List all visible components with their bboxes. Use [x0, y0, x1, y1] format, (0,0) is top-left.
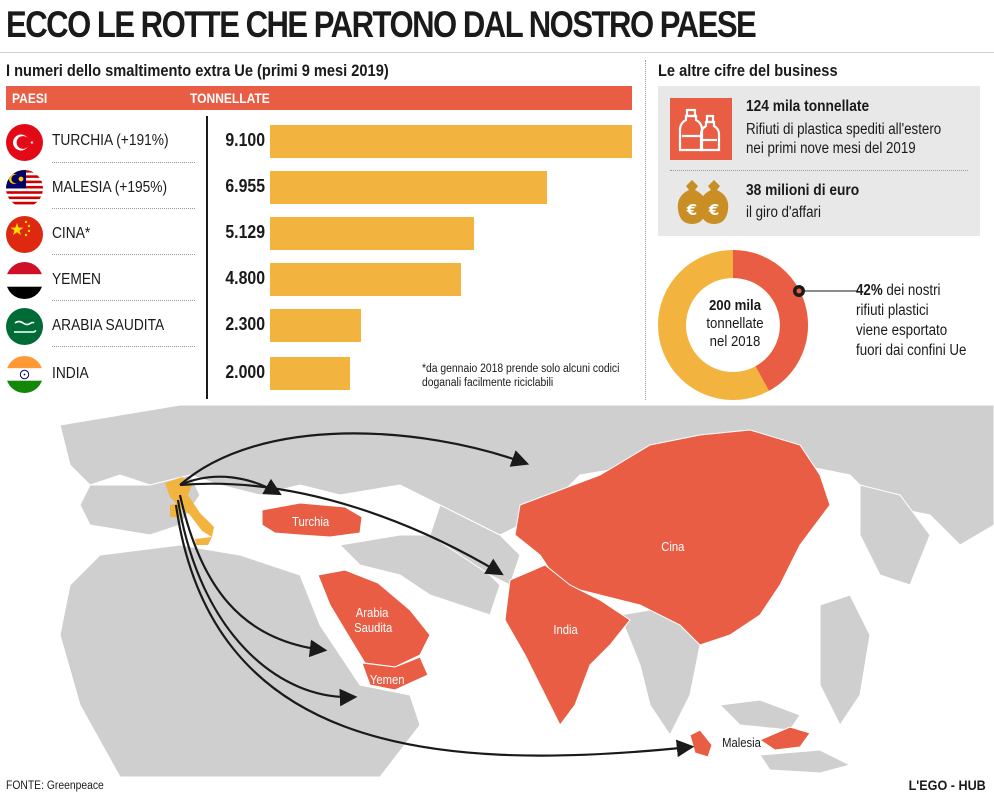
business-info-box: 124 mila tonnellate Rifiuti di plastica …	[658, 86, 980, 236]
bar-malaysia	[270, 171, 547, 204]
map-label-malaysia: Malesia	[722, 736, 761, 750]
route-arrow-malaysia	[174, 504, 695, 758]
flag-india-icon	[6, 356, 43, 393]
donut-text-3: viene esportato	[856, 322, 948, 339]
stat-revenue-value: 38 milioni di euro	[746, 182, 860, 199]
bar-india	[270, 357, 350, 390]
donut-callout-line	[793, 285, 858, 297]
map-land-indonesia	[759, 749, 852, 774]
flag-turkey-icon	[6, 124, 43, 161]
row-label-malaysia: MALESIA (+195%)	[52, 179, 168, 196]
route-arrow-india	[179, 482, 504, 576]
header-tonnes: TONNELLATE	[190, 90, 270, 106]
donut-pct-value: 42%	[856, 282, 883, 299]
plastic-bottles-icon	[670, 98, 732, 160]
flag-yemen-icon	[6, 262, 43, 299]
value-label-saudi-arabia: 2.300	[225, 314, 265, 334]
row-label-turkey: TURCHIA (+191%)	[52, 132, 169, 149]
map-saudi-arabia	[317, 569, 431, 668]
map-india	[504, 564, 631, 726]
stat-tonnes-value: 124 mila tonnellate	[746, 98, 870, 115]
page-title: ECCO LE ROTTE CHE PARTONO DAL NOSTRO PAE…	[6, 4, 757, 45]
donut-callout-text: 42% dei nostri rifiuti plastici viene es…	[856, 281, 966, 361]
map-label-india: India	[553, 623, 578, 637]
row-label-yemen: YEMEN	[52, 271, 101, 288]
header-countries: PAESI	[12, 90, 48, 106]
map-label-saudi-line2: Saudita	[354, 621, 393, 635]
value-label-turkey: 9.100	[225, 130, 265, 150]
donut-slice-exported	[658, 250, 808, 400]
map-label-turkey: Turchia	[292, 515, 330, 529]
euro-money-bags-icon: € €	[672, 178, 734, 226]
stat-revenue-desc: il giro d'affari	[746, 204, 821, 221]
map-land-philippines	[819, 594, 871, 726]
row-divider	[52, 208, 195, 209]
stat-tonnes-desc-1: Rifiuti di plastica spediti all'estero	[746, 121, 942, 138]
flag-saudi-arabia-icon	[6, 308, 43, 345]
map-land-borneo	[718, 699, 801, 731]
donut-text-4: fuori dai confini Ue	[856, 342, 967, 359]
export-donut-chart	[658, 250, 808, 400]
row-divider	[52, 162, 195, 163]
map-label-china: Cina	[661, 540, 685, 554]
map-malaysia-borneo	[758, 726, 811, 751]
business-heading: Le altre cifre del business	[658, 61, 838, 80]
table-header: PAESI TONNELLATE	[6, 86, 632, 110]
row-label-saudi-arabia: ARABIA SAUDITA	[52, 317, 165, 334]
value-label-india: 2.000	[225, 362, 265, 382]
donut-text-2: rifiuti plastici	[856, 302, 929, 319]
map-label-saudi-line1: Arabia	[355, 606, 389, 620]
map-sicily	[195, 537, 212, 545]
bar-china	[270, 217, 474, 250]
map-land-japan-korea	[859, 484, 931, 586]
value-label-malaysia: 6.955	[225, 176, 265, 196]
row-divider	[52, 254, 195, 255]
brand-logo: L'EGO - HUB	[908, 777, 986, 793]
donut-center-unit: tonnellate	[706, 315, 764, 332]
donut-center-label: 200 mila tonnellate nel 2018	[695, 297, 774, 351]
map-label-yemen: Yemen	[369, 673, 405, 687]
map-yemen	[361, 656, 429, 691]
bar-yemen	[270, 263, 461, 296]
route-arrow-yemen	[176, 499, 358, 707]
value-label-china: 5.129	[225, 222, 265, 242]
route-arrow-saudi-arabia	[178, 494, 328, 658]
row-label-china: CINA*	[52, 225, 91, 242]
title-divider	[0, 52, 994, 53]
chart-footnote: *da gennaio 2018 prende solo alcuni codi…	[422, 363, 620, 389]
donut-text-1: dei nostri	[886, 282, 941, 299]
value-label-yemen: 4.800	[225, 268, 265, 288]
bar-turkey	[270, 125, 632, 158]
map-land-africa	[59, 544, 421, 777]
flag-china-icon	[6, 216, 43, 253]
routes-map	[0, 405, 994, 777]
flag-malaysia-icon	[6, 170, 43, 207]
map-turkey	[261, 502, 363, 538]
row-divider	[52, 300, 195, 301]
row-divider	[52, 346, 195, 347]
stat-tonnes-desc-2: nei primi nove mesi del 2019	[746, 140, 916, 157]
column-divider	[645, 60, 646, 400]
source-note: FONTE: Greenpeace	[6, 780, 104, 792]
info-divider	[670, 170, 968, 171]
route-arrow-china	[179, 432, 530, 486]
chart-title: I numeri dello smaltimento extra Ue (pri…	[6, 61, 389, 80]
donut-center-year: nel 2018	[709, 333, 761, 350]
svg-text:€: €	[708, 201, 719, 219]
svg-text:€: €	[686, 201, 697, 219]
map-italy	[165, 477, 214, 537]
bar-axis	[206, 116, 208, 399]
donut-center-value: 200 mila	[708, 297, 762, 314]
row-label-india: INDIA	[52, 365, 89, 382]
bar-saudi-arabia	[270, 309, 361, 342]
